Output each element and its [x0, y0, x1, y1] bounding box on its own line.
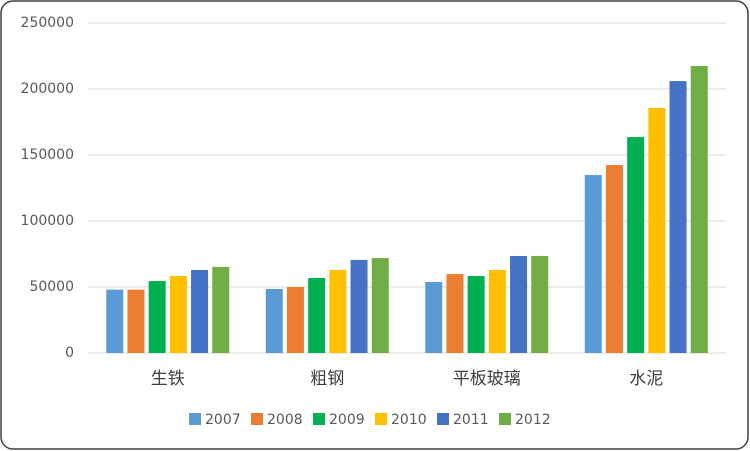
bar	[648, 108, 666, 354]
bar	[265, 288, 283, 353]
bar	[106, 289, 124, 353]
bar	[627, 137, 645, 353]
legend-swatch	[313, 413, 325, 425]
bar	[531, 255, 549, 353]
legend-label: 2008	[267, 412, 303, 428]
x-tick-label: 生铁	[151, 369, 185, 389]
legend-label: 2011	[453, 412, 489, 428]
bar	[488, 269, 506, 353]
legend-label: 2012	[515, 412, 551, 428]
bar	[371, 257, 389, 353]
bar	[148, 281, 166, 353]
bar	[308, 278, 326, 353]
legend-swatch	[437, 413, 449, 425]
y-tick-label: 0	[65, 345, 74, 361]
legend-swatch	[251, 413, 263, 425]
x-tick-label: 粗钢	[310, 369, 344, 389]
y-tick-label: 200000	[21, 81, 74, 97]
bar	[127, 289, 145, 353]
y-tick-label: 150000	[21, 147, 74, 163]
y-tick-label: 50000	[29, 279, 74, 295]
x-tick-label: 平板玻璃	[453, 369, 521, 389]
legend-label: 2009	[329, 412, 365, 428]
legend-label: 2007	[205, 412, 241, 428]
bar	[425, 281, 443, 353]
bar	[446, 274, 464, 353]
y-tick-label: 100000	[21, 213, 74, 229]
x-tick-label: 水泥	[629, 369, 663, 389]
legend-swatch	[375, 413, 387, 425]
bar	[605, 165, 623, 353]
y-tick-label: 250000	[21, 15, 74, 31]
bar	[350, 259, 368, 353]
bar	[169, 276, 187, 353]
bar	[329, 269, 347, 353]
legend-swatch	[189, 413, 201, 425]
bar	[584, 175, 602, 353]
bar	[510, 255, 528, 353]
bar	[690, 66, 708, 354]
bar	[467, 276, 485, 353]
legend-swatch	[499, 413, 511, 425]
bar	[669, 81, 687, 353]
bar	[286, 287, 304, 353]
bar	[212, 266, 230, 353]
bar	[191, 269, 209, 353]
legend-label: 2010	[391, 412, 427, 428]
